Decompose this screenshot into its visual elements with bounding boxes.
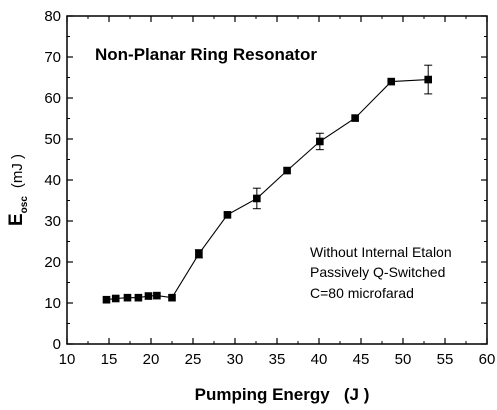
x-tick-label: 20: [143, 351, 160, 368]
data-point: [123, 293, 132, 302]
annotation-note-3: C=80 microfarad: [310, 285, 414, 301]
data-point: [387, 77, 396, 86]
data-series: [102, 64, 433, 304]
x-axis-ticks: [66, 16, 488, 344]
y-axis-title-sub: osc: [19, 196, 30, 214]
data-point: [168, 293, 176, 302]
x-tick-label: 50: [395, 351, 412, 368]
y-tick-label: 20: [44, 254, 61, 271]
y-axis-title-unit: (mJ ): [9, 154, 26, 188]
data-point: [253, 194, 261, 203]
data-point: [144, 292, 153, 300]
y-axis-ticks: [67, 15, 487, 345]
data-point: [153, 291, 161, 300]
y-tick-label: 70: [44, 49, 61, 66]
x-tick-label: 10: [59, 351, 76, 368]
annotation-note-1: Without Internal Etalon: [310, 244, 452, 260]
data-point: [351, 114, 359, 122]
data-point: [134, 293, 143, 302]
data-point: [424, 75, 432, 84]
data-point: [111, 294, 120, 303]
x-tick-label: 30: [227, 351, 244, 368]
x-tick-label: 60: [479, 351, 496, 368]
x-tick-label: 45: [353, 351, 370, 368]
y-tick-label: 50: [44, 131, 61, 148]
y-tick-label: 40: [44, 172, 61, 189]
data-point: [195, 250, 203, 258]
y-tick-label: 30: [44, 213, 61, 230]
y-tick-labels: 0 10 20 30 40 50 60 70 80: [44, 8, 61, 353]
annotation-title: Non-Planar Ring Resonator: [95, 45, 317, 64]
data-point: [283, 166, 291, 175]
y-tick-label: 60: [44, 90, 61, 107]
y-tick-label: 10: [44, 295, 61, 312]
data-point: [223, 211, 232, 219]
x-tick-labels: 10 15 20 25 30 35 40 45 50 55 60: [59, 351, 496, 368]
x-tick-label: 40: [311, 351, 328, 368]
y-axis-title: Eosc (mJ ): [6, 154, 30, 226]
data-point: [102, 295, 111, 304]
y-tick-label: 0: [53, 336, 61, 353]
x-tick-label: 25: [185, 351, 202, 368]
annotation-note-2: Passively Q-Switched: [310, 264, 445, 280]
svg-text:Eosc(mJ ): Eosc (mJ ): [6, 154, 30, 226]
x-tick-label: 35: [269, 351, 286, 368]
x-tick-label: 15: [101, 351, 118, 368]
data-point: [316, 137, 324, 146]
y-axis-title-main: E: [6, 213, 27, 226]
x-axis-title: Pumping Energy (J ): [195, 385, 370, 404]
y-tick-label: 80: [44, 8, 61, 25]
x-tick-label: 55: [437, 351, 454, 368]
